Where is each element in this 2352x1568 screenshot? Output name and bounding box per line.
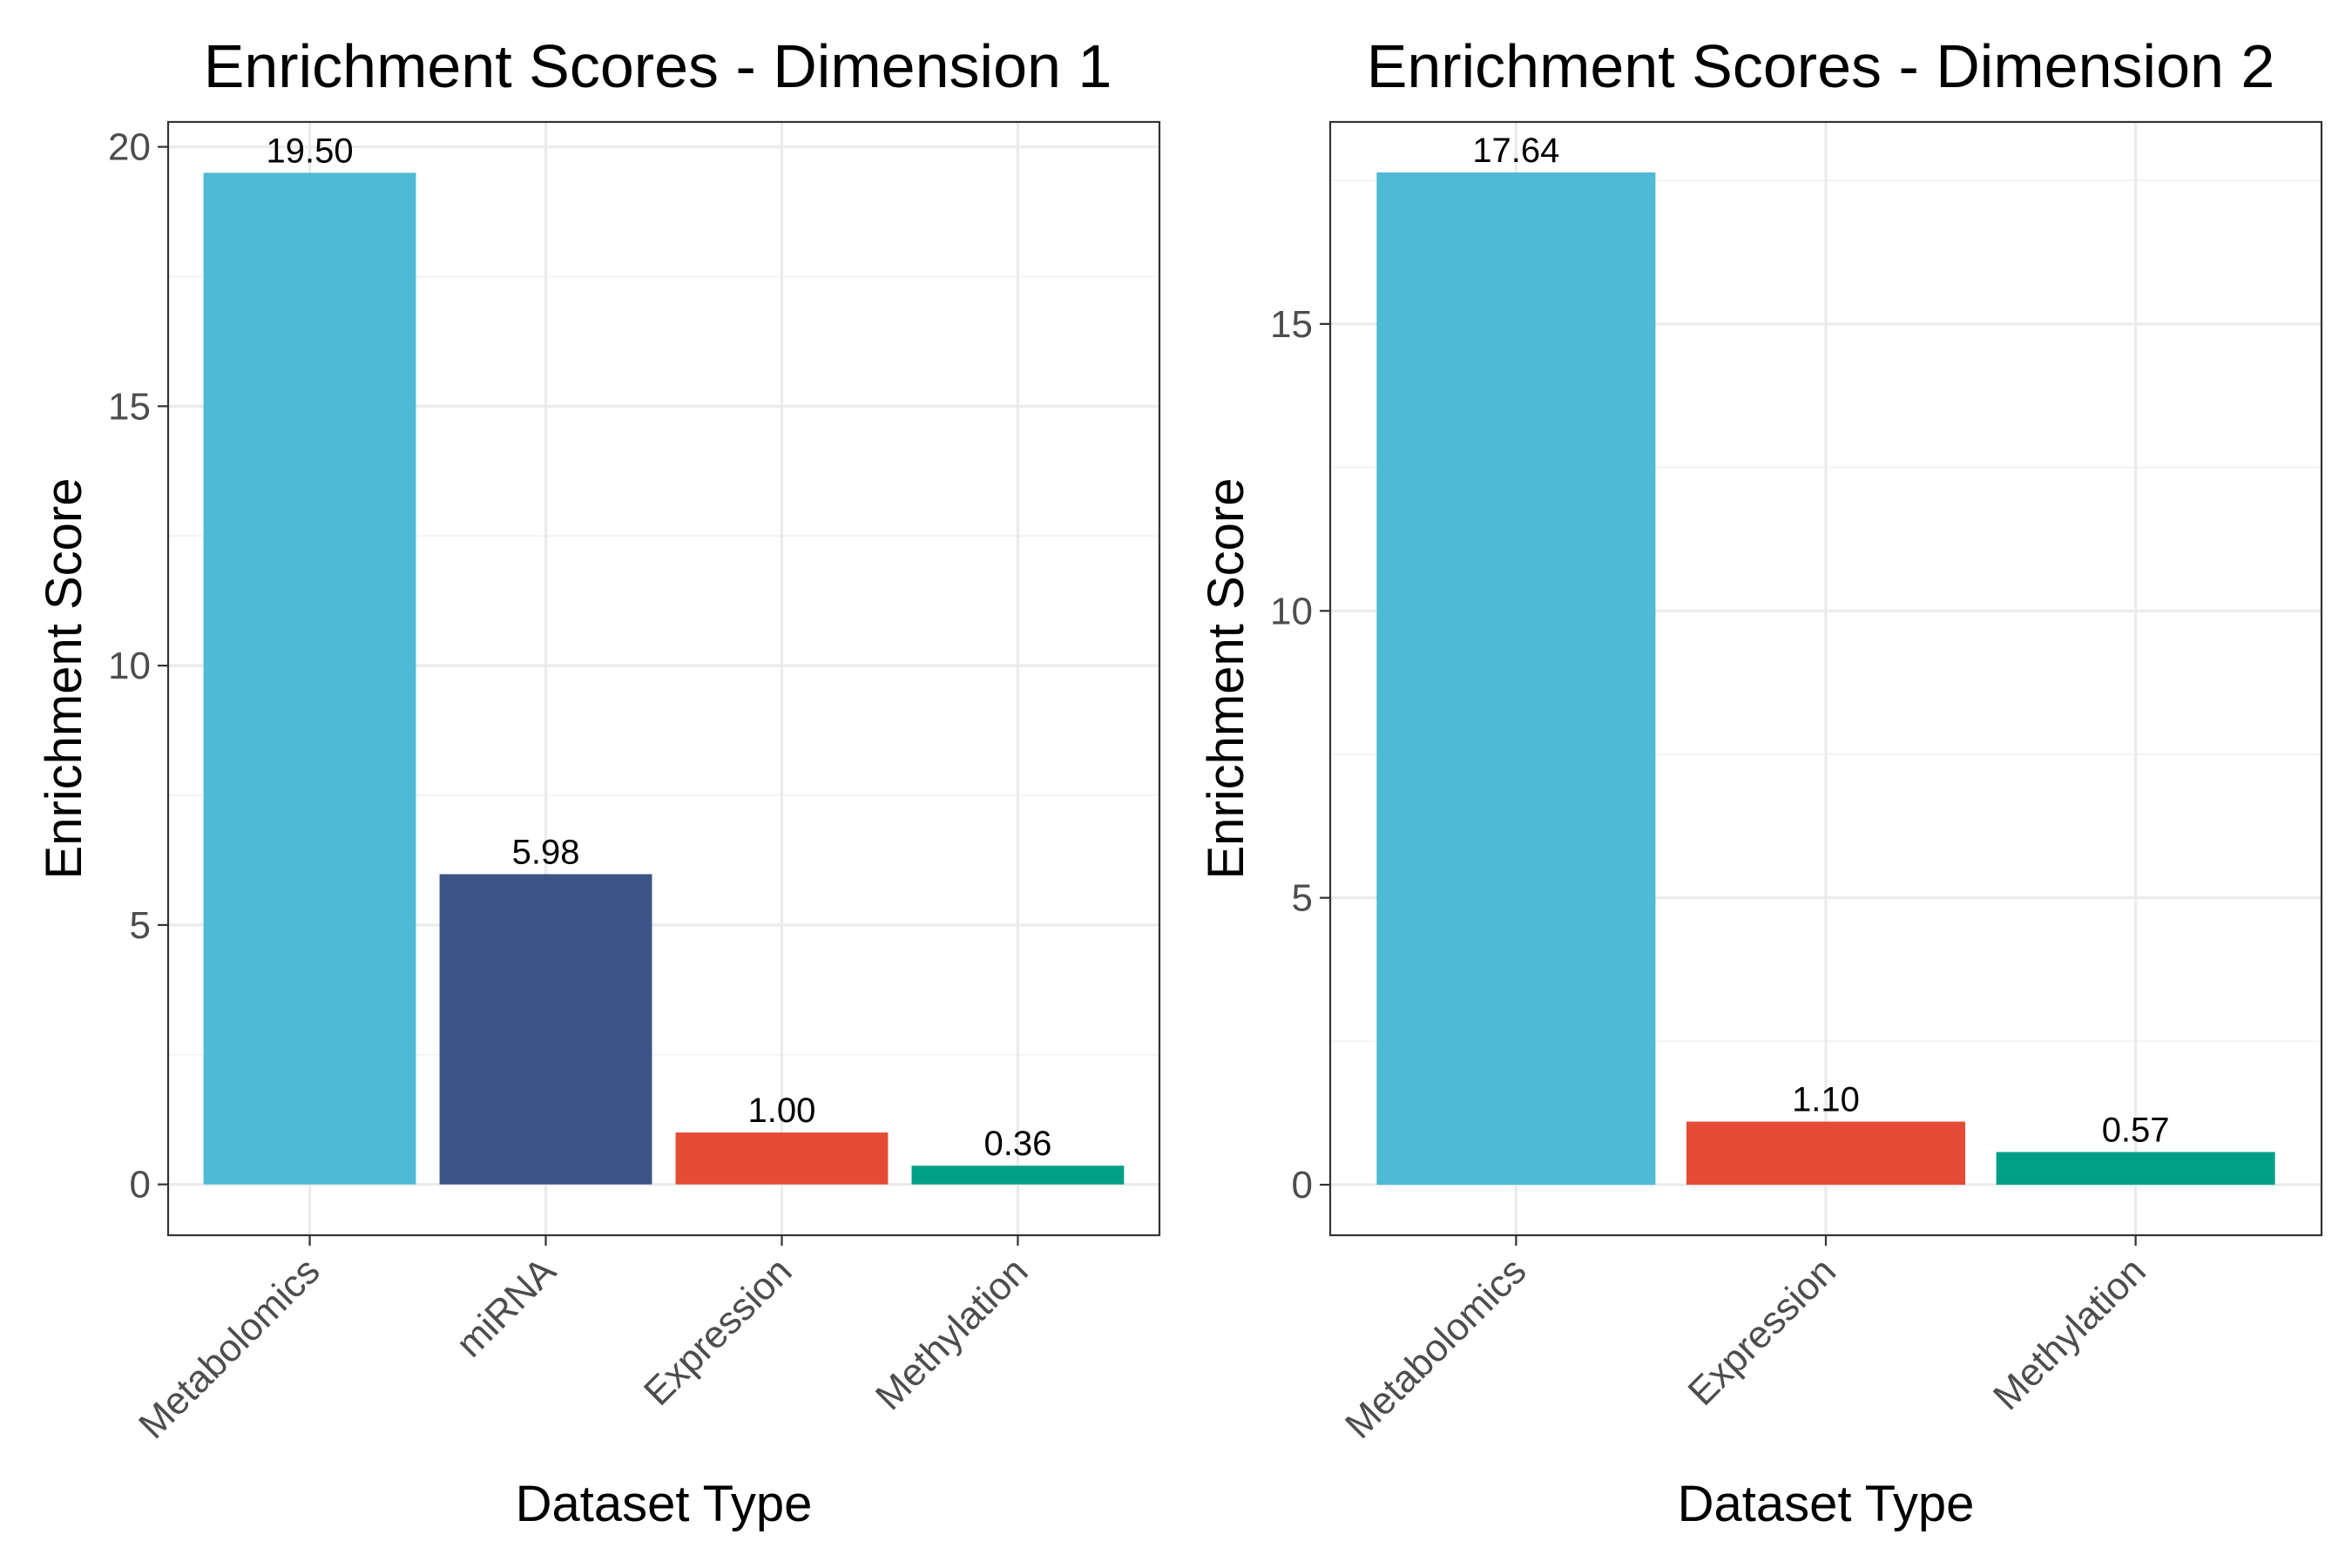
x-tick-label-expression: Expression (1680, 1249, 1845, 1414)
y-tick-label-0: 0 (130, 1164, 151, 1206)
y-axis-title: Enrichment Score (1198, 478, 1254, 880)
x-tick-label-expression: Expression (636, 1249, 801, 1414)
x-tick-label-mirna: miRNA (448, 1249, 564, 1366)
y-axis-title: Enrichment Score (36, 478, 92, 880)
panel-border (166, 120, 1161, 1237)
y-tick-label-5: 5 (1292, 877, 1313, 920)
data-label-metabolomics: 19.50 (267, 132, 354, 170)
y-tick-label-5: 5 (130, 904, 151, 947)
y-tick-label-10: 10 (108, 645, 151, 687)
bar-metabolomics (1376, 172, 1656, 1186)
data-label-mirna: 5.98 (512, 834, 580, 872)
y-tick-label-0: 0 (1292, 1164, 1313, 1206)
x-tick-label-metabolomics: Metabolomics (1337, 1249, 1535, 1447)
data-label-expression: 1.00 (748, 1092, 816, 1130)
x-tick-label-methylation: Methylation (1985, 1249, 2154, 1418)
bar-expression (1686, 1121, 1966, 1186)
panel-dimension-2: 17.64 1.10 0.57 0 5 10 15 Metabolomics Expressio… (1198, 32, 2323, 1532)
x-tick-label-metabolomics: Metabolomics (131, 1249, 328, 1447)
data-label-methylation: 0.57 (2102, 1111, 2170, 1149)
bar-mirna (439, 874, 652, 1185)
data-label-expression: 1.10 (1792, 1081, 1860, 1119)
panel-dimension-1: 19.50 5.98 1.00 0.36 0 5 10 15 20 Metabolomics miR… (36, 32, 1161, 1532)
y-tick-label-10: 10 (1270, 590, 1313, 632)
y-tick-label-15: 15 (1270, 303, 1313, 346)
x-tick-label-methylation: Methylation (868, 1249, 1037, 1418)
panel-title: Enrichment Scores - Dimension 2 (1367, 32, 2275, 100)
x-axis-title: Dataset Type (1678, 1476, 1975, 1532)
bar-expression (675, 1132, 889, 1185)
y-tick-label-15: 15 (108, 385, 151, 428)
bar-methylation (911, 1166, 1125, 1185)
data-label-methylation: 0.36 (983, 1125, 1051, 1163)
bar-methylation (1996, 1152, 2275, 1186)
y-tick-label-20: 20 (108, 126, 151, 169)
x-axis-title: Dataset Type (516, 1476, 813, 1532)
bar-metabolomics (203, 172, 416, 1185)
panel-title: Enrichment Scores - Dimension 1 (204, 32, 1112, 100)
data-label-metabolomics: 17.64 (1472, 132, 1559, 170)
